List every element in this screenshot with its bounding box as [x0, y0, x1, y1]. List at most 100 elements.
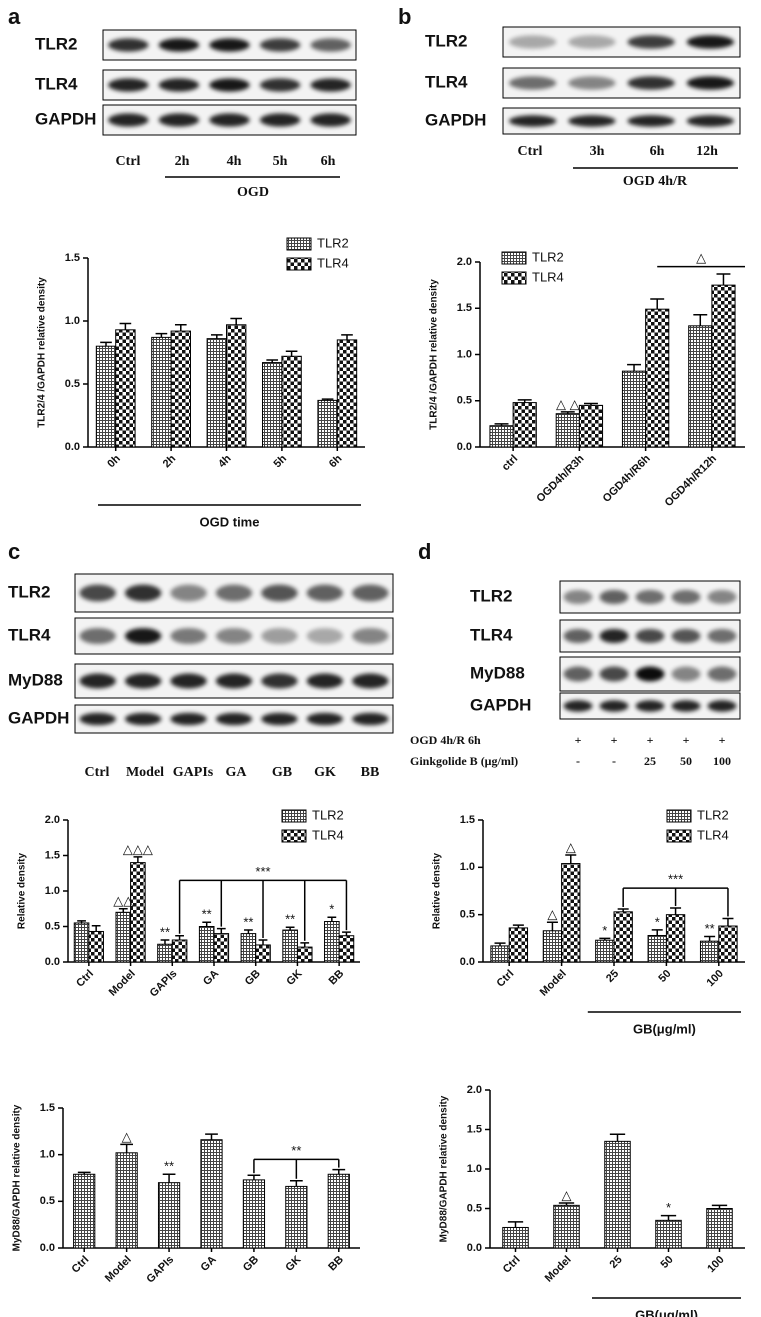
blot-band	[352, 584, 389, 602]
annotation: **	[291, 1143, 301, 1158]
blot-band	[563, 666, 593, 682]
condition-mark: +	[719, 733, 726, 747]
bar	[508, 927, 529, 963]
x-axis-label: GB(μg/ml)	[633, 1021, 696, 1036]
annotation: △	[122, 1129, 132, 1144]
error-bar	[77, 920, 86, 923]
bar	[115, 911, 132, 963]
annotation: *	[655, 914, 660, 929]
legend-label: TLR2	[317, 235, 349, 250]
blot-band	[563, 700, 593, 712]
error-bar	[266, 359, 279, 363]
lane-label: 3h	[590, 144, 605, 159]
lane-label: Ctrl	[116, 154, 141, 169]
x-tick-label: GA	[199, 1254, 219, 1274]
bar	[198, 926, 215, 963]
bar	[718, 925, 738, 963]
bar	[578, 404, 604, 448]
condition-mark: -	[576, 754, 580, 768]
y-tick-label: 1.5	[457, 302, 472, 314]
blot-band	[352, 628, 389, 644]
annotation: **	[243, 914, 253, 929]
legend-swatch	[286, 237, 312, 251]
bar	[561, 863, 581, 963]
condition-label: OGD 4h/R 6h	[410, 733, 481, 747]
bar	[688, 325, 713, 448]
annotation: *	[329, 902, 334, 917]
bar	[130, 862, 146, 963]
lane-label: 4h	[227, 154, 242, 169]
y-tick-label: 2.0	[45, 814, 60, 826]
blot-band	[352, 673, 389, 689]
blot-band	[261, 673, 298, 689]
annotation: ***	[668, 872, 683, 887]
blot-band	[79, 584, 116, 602]
x-tick-label: Ctrl	[494, 968, 516, 990]
legend-swatch	[286, 257, 312, 271]
x-tick-label: BB	[326, 1254, 346, 1274]
error-bar	[77, 1171, 91, 1175]
bar	[604, 1140, 631, 1249]
error-bar	[558, 1202, 575, 1206]
y-tick-label: 1.0	[460, 861, 475, 873]
x-tick-label: ctrl	[500, 453, 521, 474]
y-axis-label: Relative density	[432, 852, 443, 929]
blot-band	[563, 628, 593, 644]
y-tick-label: 1.0	[467, 1163, 482, 1175]
y-tick-label: 0.5	[45, 920, 60, 932]
x-tick-label: Model	[538, 968, 569, 999]
blot-row-label: TLR4	[35, 74, 78, 93]
x-axis-label: OGD time	[200, 514, 260, 529]
blot-band	[79, 673, 116, 689]
blot-band	[306, 584, 344, 602]
error-bar	[584, 402, 598, 406]
x-tick-label: OGD4h/R3h	[534, 452, 586, 504]
group-label: OGD 4h/R	[623, 174, 688, 189]
blot-band	[352, 712, 389, 726]
blot-band	[306, 628, 344, 644]
error-bar	[627, 363, 641, 372]
error-bar	[507, 1221, 524, 1228]
blot-row-label: MyD88	[8, 670, 63, 689]
blot-band	[599, 628, 629, 644]
blot-band	[686, 76, 735, 90]
x-tick-label: 0h	[105, 452, 123, 470]
bar	[555, 413, 580, 448]
blot-band	[627, 35, 675, 49]
blot-band	[508, 35, 557, 49]
annotation: △△	[113, 893, 133, 908]
error-bar	[494, 423, 509, 426]
blot-band	[215, 628, 253, 644]
group-label: OGD	[237, 185, 269, 200]
bar	[157, 943, 173, 963]
y-tick-label: 1.5	[460, 814, 475, 826]
condition-mark: -	[612, 754, 616, 768]
y-tick-label: 0.0	[45, 956, 60, 968]
legend-swatch	[501, 271, 527, 285]
condition-mark: +	[647, 733, 654, 747]
blot-band	[124, 584, 162, 602]
annotation: **	[202, 907, 212, 922]
blot-band	[508, 76, 557, 90]
panel-letter: a	[8, 4, 21, 29]
panel-letter: c	[8, 539, 20, 564]
blot-band	[108, 38, 149, 52]
error-bar	[494, 942, 506, 946]
blot-row-label: TLR4	[470, 625, 513, 644]
lane-label: 6h	[321, 154, 336, 169]
bar	[242, 1179, 266, 1249]
x-tick-label: OGD4h/R6h	[601, 452, 653, 504]
x-tick-label: 25	[604, 968, 621, 985]
error-bar	[341, 334, 353, 340]
y-tick-label: 1.0	[457, 348, 472, 360]
y-tick-label: 0.5	[457, 395, 472, 407]
error-bar	[651, 929, 663, 936]
blot-band	[635, 628, 665, 644]
bar	[285, 1185, 308, 1249]
error-bar	[546, 921, 558, 931]
blot-band	[170, 584, 207, 602]
condition-mark: 25	[644, 754, 656, 768]
x-tick-label: 100	[705, 1254, 726, 1275]
lane-label: Model	[126, 765, 164, 780]
y-tick-label: 1.5	[467, 1123, 482, 1135]
